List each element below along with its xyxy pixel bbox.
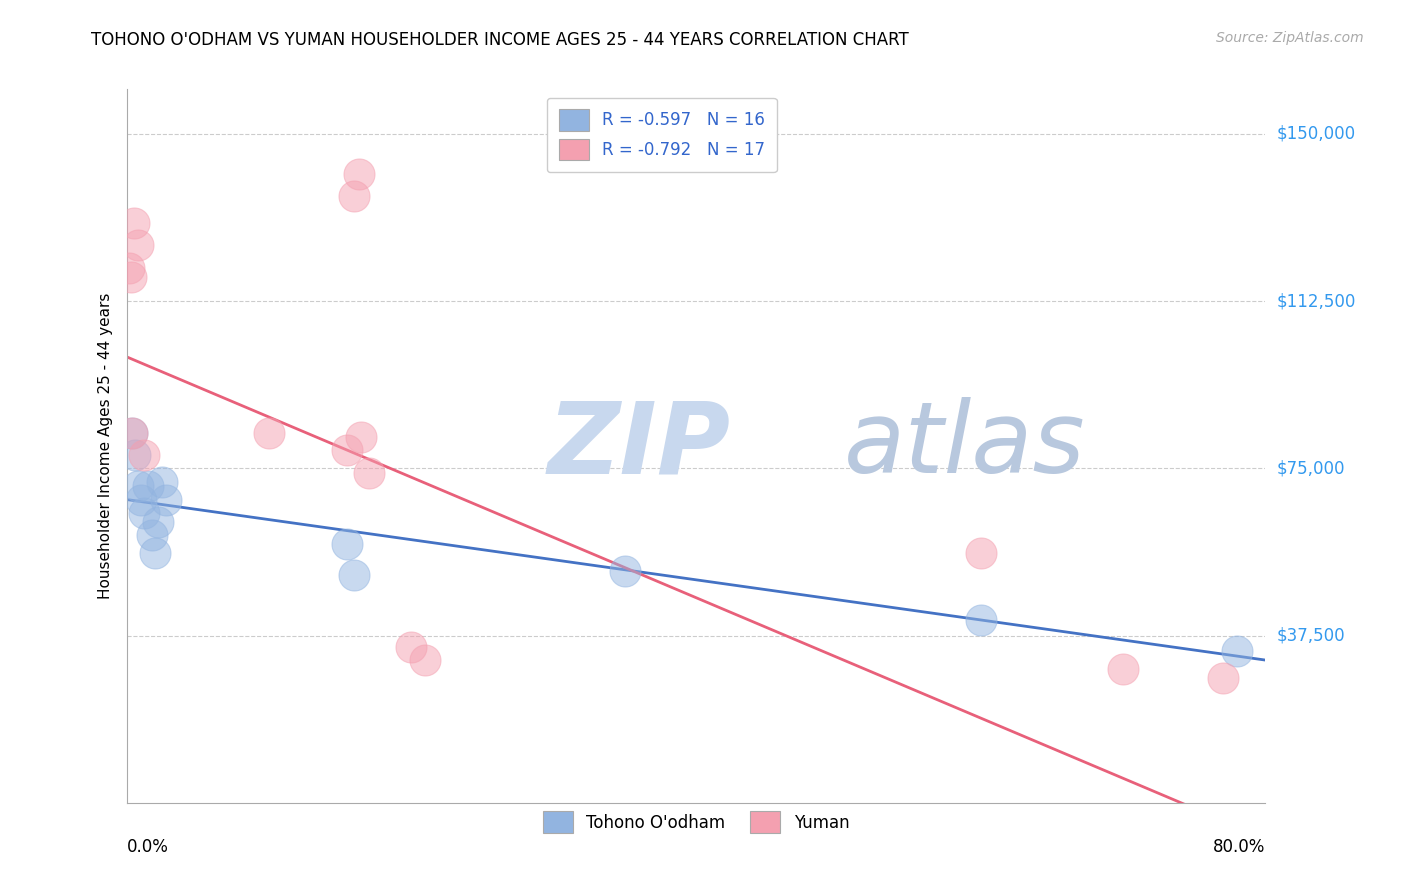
- Legend: Tohono O'odham, Yuman: Tohono O'odham, Yuman: [531, 799, 860, 845]
- Point: [415, 653, 437, 667]
- Point: [1212, 671, 1234, 685]
- Point: [121, 425, 143, 440]
- Point: [141, 528, 163, 542]
- Point: [970, 546, 993, 560]
- Point: [122, 216, 145, 230]
- Point: [127, 238, 149, 252]
- Point: [155, 492, 177, 507]
- Text: $37,500: $37,500: [1277, 626, 1346, 645]
- Point: [257, 425, 280, 440]
- Point: [343, 568, 366, 582]
- Point: [1226, 644, 1249, 658]
- Point: [120, 269, 142, 284]
- Point: [127, 479, 149, 493]
- Point: [129, 492, 152, 507]
- Point: [401, 640, 423, 654]
- Point: [132, 506, 155, 520]
- Point: [1112, 662, 1135, 676]
- Point: [143, 546, 166, 560]
- Point: [357, 466, 380, 480]
- Point: [118, 260, 141, 275]
- Point: [336, 537, 359, 551]
- Point: [970, 613, 993, 627]
- Point: [343, 189, 366, 203]
- Text: 0.0%: 0.0%: [127, 838, 169, 856]
- Text: 80.0%: 80.0%: [1213, 838, 1265, 856]
- Text: ZIP: ZIP: [548, 398, 731, 494]
- Point: [146, 515, 169, 529]
- Point: [136, 479, 159, 493]
- Text: $112,500: $112,500: [1277, 292, 1355, 310]
- Point: [350, 430, 373, 444]
- Text: $150,000: $150,000: [1277, 125, 1355, 143]
- Point: [121, 425, 143, 440]
- Text: $75,000: $75,000: [1277, 459, 1346, 477]
- Point: [124, 448, 146, 462]
- Point: [150, 475, 173, 489]
- Point: [613, 564, 636, 578]
- Point: [336, 443, 359, 458]
- Text: TOHONO O'ODHAM VS YUMAN HOUSEHOLDER INCOME AGES 25 - 44 YEARS CORRELATION CHART: TOHONO O'ODHAM VS YUMAN HOUSEHOLDER INCO…: [91, 31, 910, 49]
- Y-axis label: Householder Income Ages 25 - 44 years: Householder Income Ages 25 - 44 years: [97, 293, 112, 599]
- Text: Source: ZipAtlas.com: Source: ZipAtlas.com: [1216, 31, 1364, 45]
- Point: [347, 167, 370, 181]
- Text: atlas: atlas: [844, 398, 1085, 494]
- Point: [132, 448, 155, 462]
